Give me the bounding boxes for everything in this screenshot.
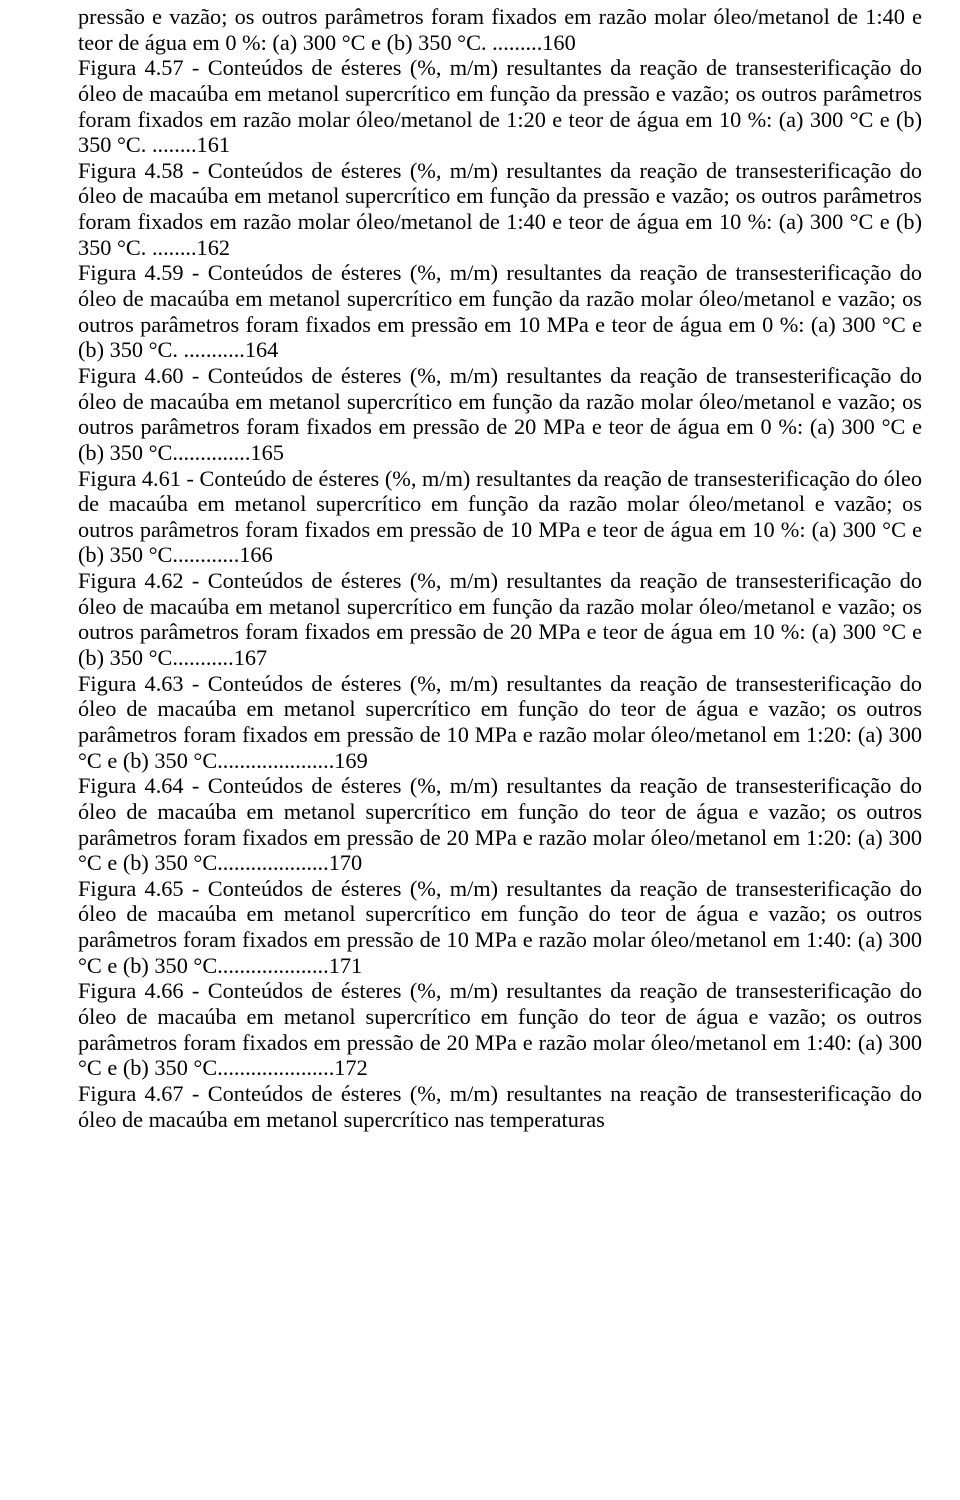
figure-entry: Figura 4.67 - Conteúdos de ésteres (%, m… xyxy=(78,1081,922,1132)
figure-entry: Figura 4.58 - Conteúdos de ésteres (%, m… xyxy=(78,158,922,261)
figure-entry: Figura 4.63 - Conteúdos de ésteres (%, m… xyxy=(78,671,922,774)
figure-entry: Figura 4.62 - Conteúdos de ésteres (%, m… xyxy=(78,568,922,671)
figure-entry: pressão e vazão; os outros parâmetros fo… xyxy=(78,4,922,55)
figure-entry: Figura 4.64 - Conteúdos de ésteres (%, m… xyxy=(78,773,922,876)
figure-entry: Figura 4.60 - Conteúdos de ésteres (%, m… xyxy=(78,363,922,466)
figure-entry: Figura 4.61 - Conteúdo de ésteres (%, m/… xyxy=(78,466,922,569)
list-of-figures-page: pressão e vazão; os outros parâmetros fo… xyxy=(0,0,960,1136)
figure-entry: Figura 4.66 - Conteúdos de ésteres (%, m… xyxy=(78,978,922,1081)
figure-entry: Figura 4.59 - Conteúdos de ésteres (%, m… xyxy=(78,260,922,363)
figure-entry: Figura 4.65 - Conteúdos de ésteres (%, m… xyxy=(78,876,922,979)
figure-entry: Figura 4.57 - Conteúdos de ésteres (%, m… xyxy=(78,55,922,158)
